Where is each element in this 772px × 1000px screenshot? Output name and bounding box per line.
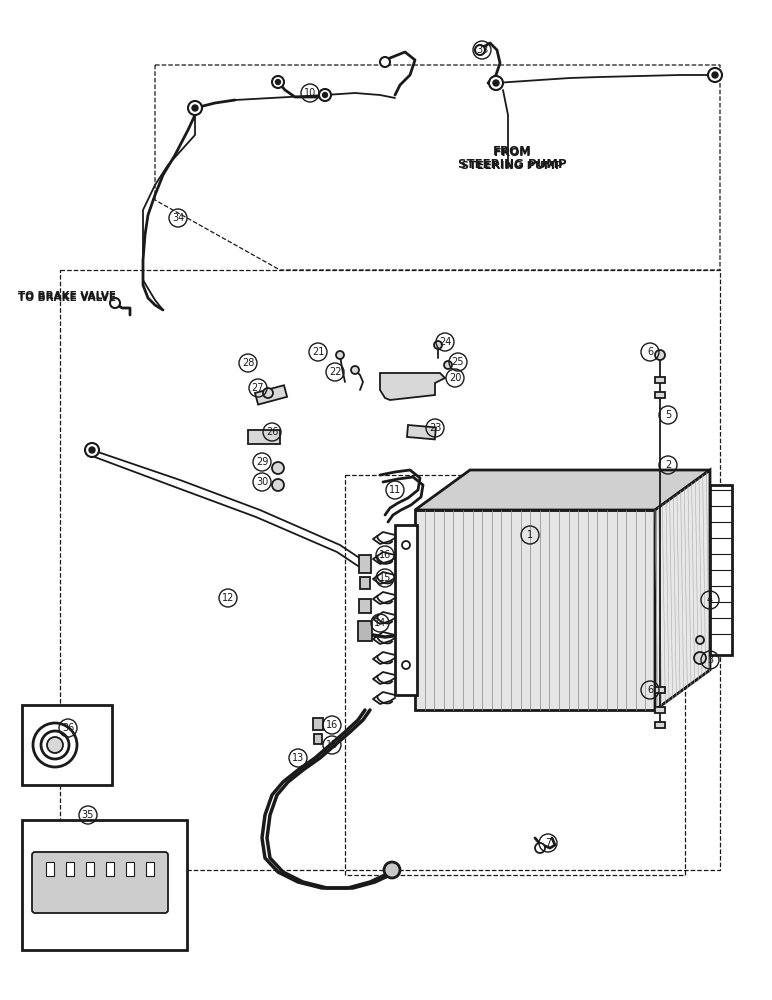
- Circle shape: [89, 447, 95, 453]
- Text: 14: 14: [374, 618, 386, 628]
- Text: 4: 4: [707, 595, 713, 605]
- Text: 1: 1: [527, 530, 533, 540]
- Circle shape: [323, 93, 327, 98]
- Text: 7: 7: [545, 838, 551, 848]
- Text: 11: 11: [389, 485, 401, 495]
- Circle shape: [276, 80, 280, 85]
- Bar: [255, 385, 287, 405]
- Circle shape: [475, 45, 485, 55]
- Circle shape: [712, 72, 718, 78]
- Text: 15: 15: [379, 573, 391, 583]
- Bar: [22, 705, 112, 785]
- FancyBboxPatch shape: [314, 734, 322, 744]
- Text: 34: 34: [172, 213, 185, 223]
- Bar: [415, 510, 655, 710]
- Text: 10: 10: [304, 88, 316, 98]
- Text: 26: 26: [266, 427, 278, 437]
- Text: FROM: FROM: [493, 145, 531, 158]
- Circle shape: [384, 862, 400, 878]
- Circle shape: [272, 479, 284, 491]
- Bar: [66, 862, 74, 876]
- Polygon shape: [415, 470, 710, 510]
- Circle shape: [272, 76, 284, 88]
- Text: 27: 27: [252, 383, 264, 393]
- Text: STEERING PUMP: STEERING PUMP: [458, 158, 567, 171]
- Circle shape: [85, 443, 99, 457]
- Circle shape: [47, 737, 63, 753]
- Circle shape: [694, 652, 706, 664]
- Bar: [655, 377, 665, 383]
- Text: 5: 5: [665, 410, 671, 420]
- Bar: [358, 621, 372, 641]
- Text: 15: 15: [326, 740, 338, 750]
- Circle shape: [272, 462, 284, 474]
- FancyBboxPatch shape: [32, 852, 168, 913]
- Circle shape: [188, 101, 202, 115]
- Text: 30: 30: [256, 477, 268, 487]
- Circle shape: [434, 341, 442, 349]
- Text: 23: 23: [428, 423, 441, 433]
- Circle shape: [402, 661, 410, 669]
- Circle shape: [708, 68, 722, 82]
- Bar: [655, 392, 665, 398]
- Circle shape: [655, 350, 665, 360]
- Text: 29: 29: [256, 457, 268, 467]
- Text: 21: 21: [312, 347, 324, 357]
- Text: 13: 13: [292, 753, 304, 763]
- Bar: [22, 820, 187, 950]
- Text: 3: 3: [707, 655, 713, 665]
- Text: 6: 6: [647, 685, 653, 695]
- FancyBboxPatch shape: [359, 555, 371, 573]
- Text: 35: 35: [82, 810, 94, 820]
- Polygon shape: [380, 373, 445, 400]
- Circle shape: [110, 298, 120, 308]
- Text: STEERING PUMP: STEERING PUMP: [461, 161, 563, 171]
- Circle shape: [535, 843, 545, 853]
- Bar: [655, 722, 665, 728]
- Bar: [407, 425, 436, 439]
- Text: 16: 16: [326, 720, 338, 730]
- FancyBboxPatch shape: [313, 718, 323, 730]
- Bar: [395, 525, 417, 695]
- Bar: [248, 430, 280, 444]
- Bar: [46, 862, 54, 876]
- Circle shape: [319, 89, 331, 101]
- Text: 36: 36: [62, 723, 74, 733]
- Bar: [146, 862, 154, 876]
- Text: TO BRAKE VALVE: TO BRAKE VALVE: [18, 291, 116, 301]
- Bar: [655, 707, 665, 713]
- Text: TO BRAKE VALVE: TO BRAKE VALVE: [18, 293, 116, 303]
- Text: 24: 24: [438, 337, 451, 347]
- Polygon shape: [655, 470, 710, 710]
- Text: FROM: FROM: [494, 148, 530, 158]
- Text: 28: 28: [242, 358, 254, 368]
- Circle shape: [351, 366, 359, 374]
- Circle shape: [402, 541, 410, 549]
- Bar: [86, 862, 94, 876]
- Text: 22: 22: [329, 367, 341, 377]
- FancyBboxPatch shape: [359, 599, 371, 613]
- Text: 25: 25: [452, 357, 464, 367]
- Circle shape: [489, 76, 503, 90]
- Bar: [106, 862, 114, 876]
- Circle shape: [380, 57, 390, 67]
- Text: 33: 33: [476, 45, 488, 55]
- Text: 2: 2: [665, 460, 671, 470]
- Circle shape: [33, 723, 77, 767]
- Bar: [655, 687, 665, 693]
- Text: 6: 6: [647, 347, 653, 357]
- Circle shape: [493, 80, 499, 86]
- FancyBboxPatch shape: [360, 577, 370, 589]
- Text: 16: 16: [379, 550, 391, 560]
- Text: 20: 20: [449, 373, 461, 383]
- Text: 12: 12: [222, 593, 234, 603]
- Circle shape: [696, 636, 704, 644]
- Bar: [710, 485, 732, 655]
- Circle shape: [336, 351, 344, 359]
- Circle shape: [444, 361, 452, 369]
- Bar: [126, 862, 134, 876]
- Circle shape: [192, 105, 198, 111]
- Circle shape: [263, 388, 273, 398]
- Circle shape: [41, 731, 69, 759]
